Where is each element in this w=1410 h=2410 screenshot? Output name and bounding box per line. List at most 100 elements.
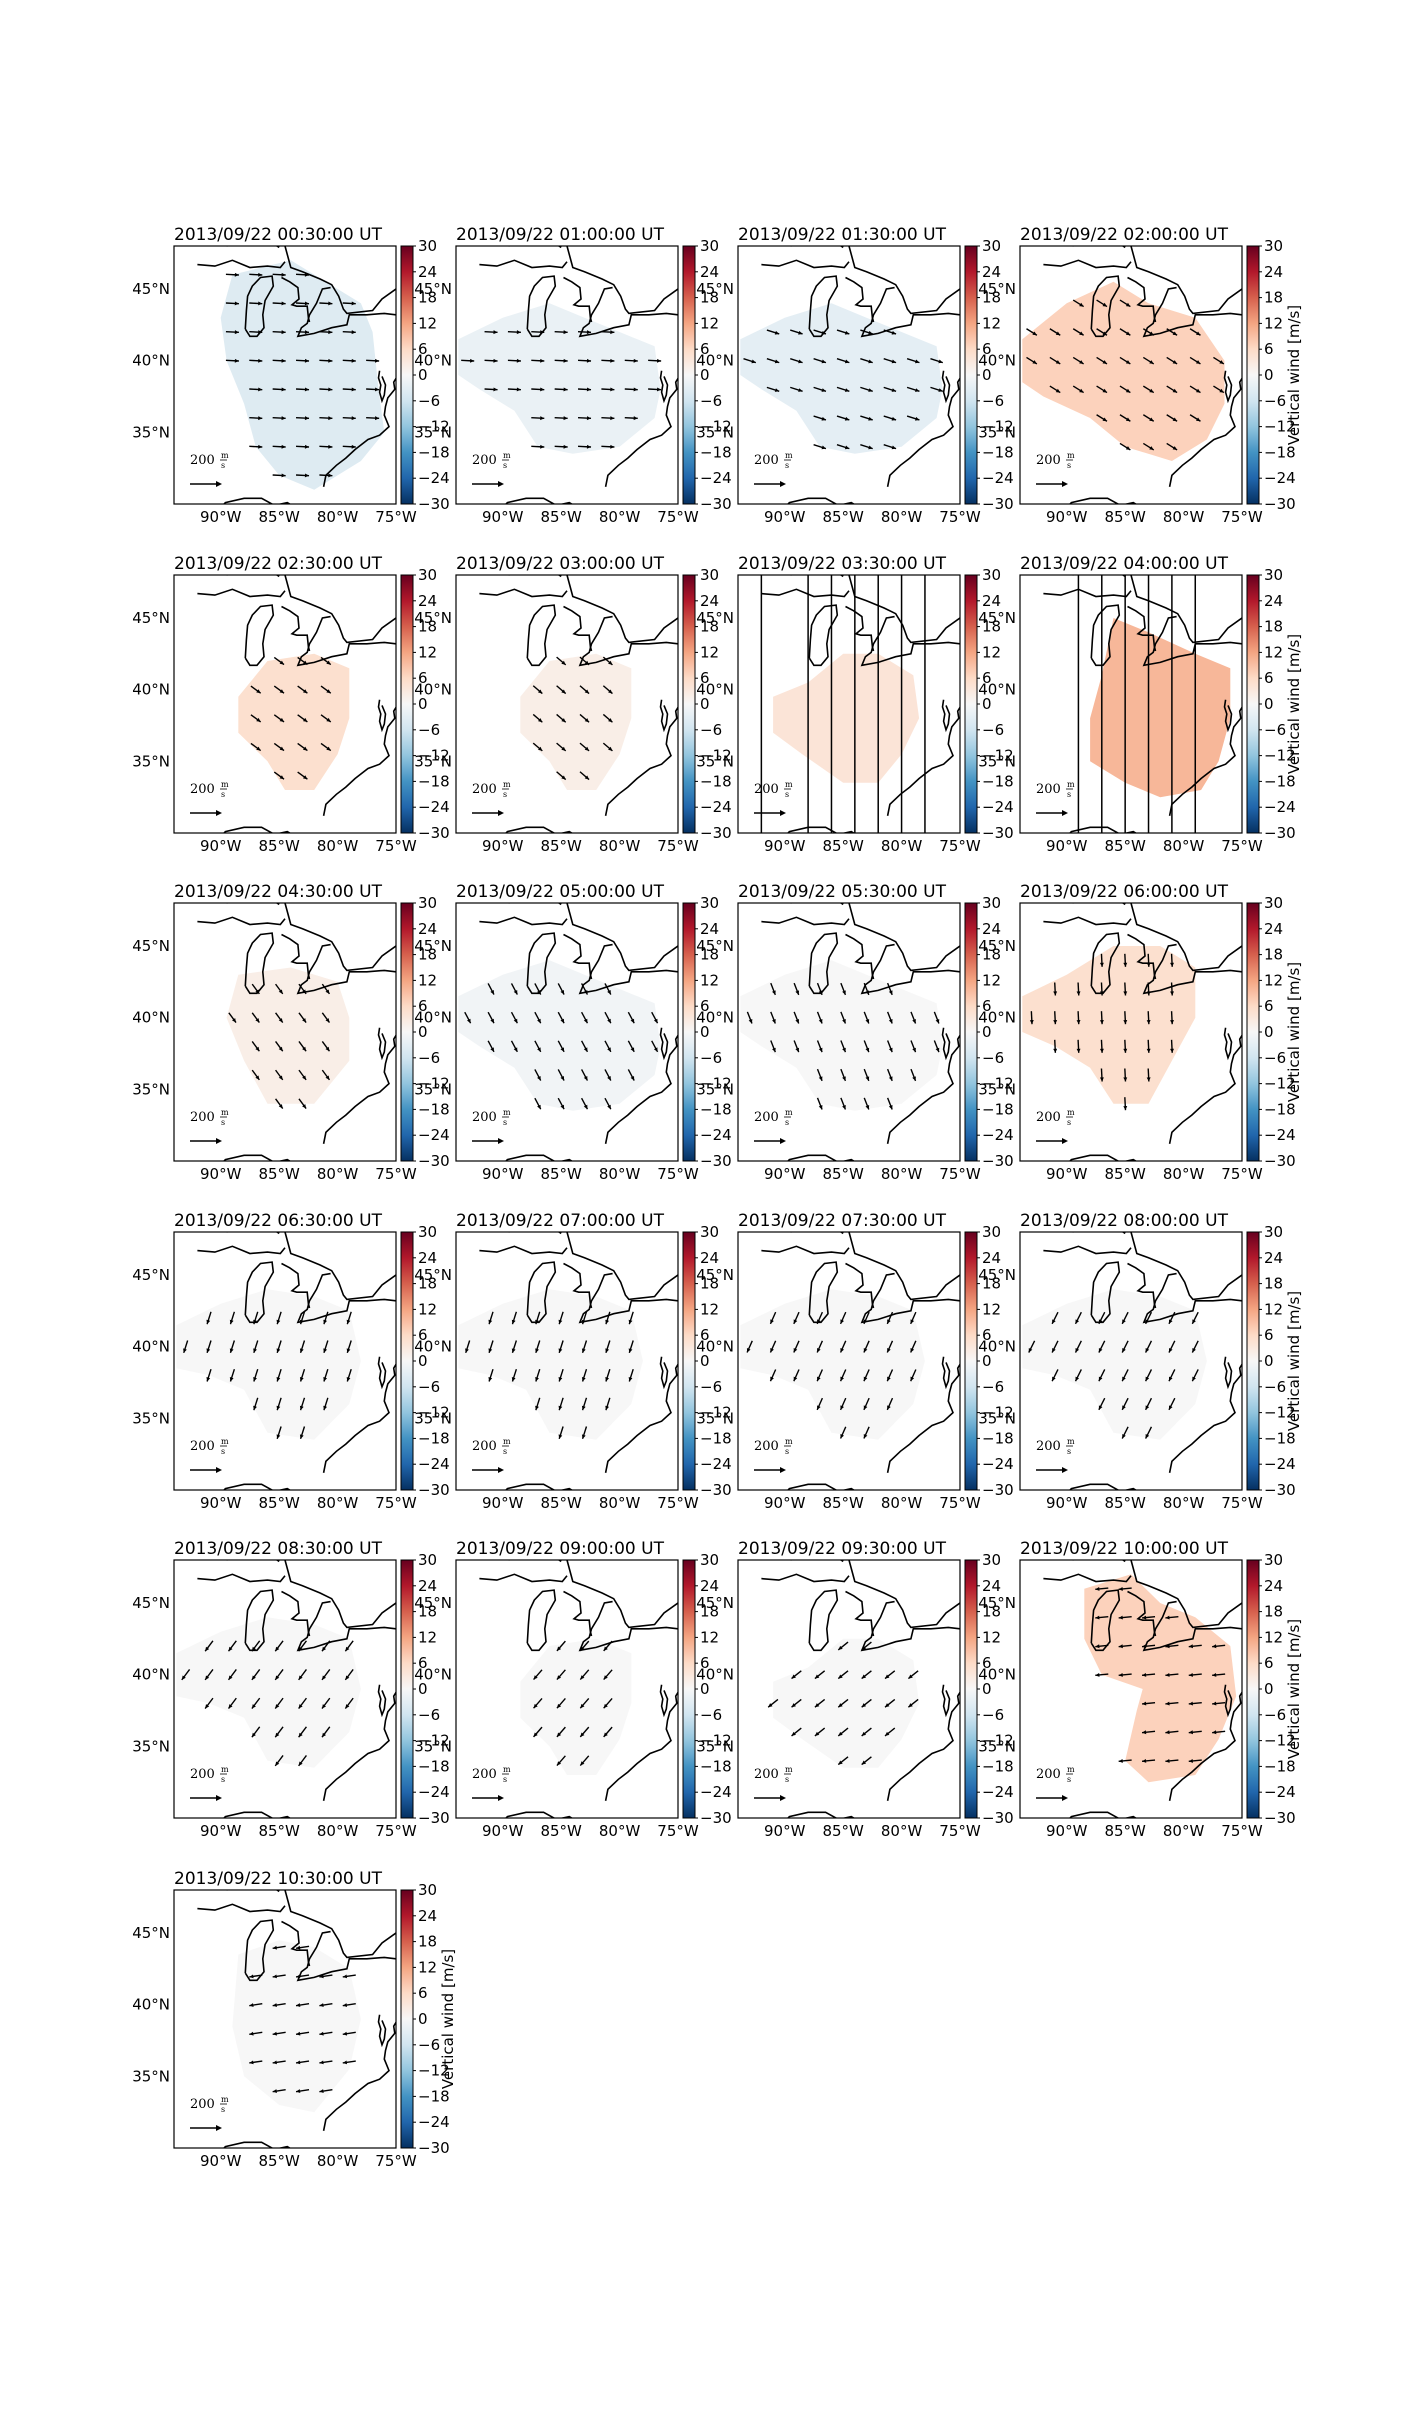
wind-vector bbox=[1118, 1586, 1132, 1591]
wind-vector bbox=[298, 1012, 307, 1023]
coastline bbox=[1130, 903, 1242, 972]
wind-vector bbox=[579, 713, 590, 723]
wind-vector bbox=[272, 1945, 286, 1950]
lon-tick-label: 90°W bbox=[482, 1165, 524, 1183]
colorbar-tick-label: 30 bbox=[1264, 237, 1283, 255]
colorbar-tick-label: −18 bbox=[1264, 1757, 1296, 1775]
lat-tick-label: 40°N bbox=[414, 352, 452, 370]
colorbar-label: Vertical wind [m/s] bbox=[1285, 1619, 1303, 1759]
scale-unit-den: s bbox=[1067, 1775, 1071, 1784]
coastline bbox=[1090, 275, 1121, 338]
wind-vector bbox=[1142, 356, 1155, 365]
wind-vector bbox=[274, 1669, 284, 1681]
lon-tick-label: 80°W bbox=[317, 1822, 359, 1840]
colorbar-tick-label: 6 bbox=[1264, 1326, 1274, 1344]
coastline bbox=[1043, 916, 1132, 926]
lon-tick-label: 75°W bbox=[657, 1165, 699, 1183]
wind-vector bbox=[342, 387, 356, 392]
wind-vector bbox=[249, 416, 263, 421]
wind-vector bbox=[510, 983, 518, 995]
vertical-wind-field bbox=[176, 1289, 361, 1440]
wind-vector bbox=[225, 358, 239, 363]
coastline bbox=[244, 604, 275, 667]
wind-vector bbox=[295, 272, 310, 277]
coastline bbox=[322, 705, 396, 816]
coastline bbox=[563, 933, 593, 980]
scale-unit-den: s bbox=[221, 1775, 225, 1784]
colorbar-tick-label: −30 bbox=[982, 824, 1014, 842]
lon-tick-label: 75°W bbox=[375, 1494, 417, 1512]
scale-unit-num: m bbox=[785, 1765, 793, 1774]
coastline bbox=[941, 1684, 951, 1718]
coastline bbox=[1043, 1245, 1132, 1255]
wind-vector bbox=[531, 444, 545, 449]
coastline bbox=[761, 259, 850, 269]
coastline bbox=[479, 1245, 568, 1255]
colorbar-tick-label: 24 bbox=[700, 263, 719, 281]
wind-vector bbox=[816, 982, 823, 996]
wind-vector bbox=[906, 386, 920, 392]
lon-tick-label: 75°W bbox=[1221, 1494, 1263, 1512]
wind-vector bbox=[603, 1697, 613, 1709]
coastline bbox=[377, 1027, 387, 1061]
vertical-wind-field bbox=[232, 1940, 361, 2113]
colorbar-tick-label: 18 bbox=[982, 946, 1001, 964]
colorbar-tick-label: 12 bbox=[418, 1958, 437, 1976]
wind-vector bbox=[253, 1368, 259, 1382]
lon-tick-label: 85°W bbox=[540, 837, 582, 855]
wind-vector bbox=[1212, 1730, 1226, 1735]
colorbar-tick-label: −6 bbox=[982, 392, 1004, 410]
wind-vector bbox=[1072, 356, 1084, 365]
lat-tick-label: 45°N bbox=[132, 609, 170, 627]
scale-label: 200 bbox=[1036, 1767, 1061, 1782]
axes-frame bbox=[455, 1231, 679, 1491]
wind-vector bbox=[1049, 328, 1061, 336]
wind-vector bbox=[319, 301, 333, 306]
colorbar bbox=[400, 245, 414, 505]
lat-tick-label: 40°N bbox=[696, 352, 734, 370]
lat-tick-label: 45°N bbox=[978, 1594, 1016, 1612]
wind-vector bbox=[1146, 1011, 1151, 1025]
lat-tick-label: 45°N bbox=[696, 280, 734, 298]
wind-vector bbox=[227, 1697, 237, 1709]
wind-vector bbox=[816, 1011, 823, 1024]
lon-tick-label: 75°W bbox=[939, 837, 981, 855]
coastline bbox=[296, 943, 396, 995]
wind-vector bbox=[272, 473, 286, 478]
wind-vector bbox=[464, 1011, 472, 1024]
wind-vector bbox=[461, 358, 475, 363]
wind-vector bbox=[323, 1311, 329, 1325]
coastline bbox=[1142, 943, 1242, 995]
panel: 2013/09/22 06:00:00 UT 45°N 40°N 35°N 90°W 85… bbox=[978, 882, 1303, 1183]
wind-vector bbox=[488, 1340, 494, 1354]
wind-vector bbox=[274, 1640, 284, 1652]
panel: 2013/09/22 01:00:00 UT 45°N 40°N 35°N 90°W 85… bbox=[414, 225, 731, 526]
wind-vector bbox=[249, 2002, 263, 2007]
wind-vector bbox=[1051, 1311, 1059, 1325]
wind-vector bbox=[605, 1397, 611, 1411]
lon-tick-label: 90°W bbox=[764, 837, 806, 855]
lat-tick-label: 40°N bbox=[696, 1338, 734, 1356]
wind-vector bbox=[930, 386, 944, 392]
coastline bbox=[197, 259, 286, 269]
vertical-wind-field bbox=[1022, 946, 1196, 1104]
colorbar-tick-label: 0 bbox=[982, 1023, 992, 1041]
wind-vector bbox=[1191, 1311, 1199, 1325]
wind-vector bbox=[1166, 356, 1178, 365]
vertical-wind-field bbox=[220, 260, 385, 490]
lat-tick-label: 40°N bbox=[978, 1009, 1016, 1027]
colorbar-tick-label: 18 bbox=[418, 1933, 437, 1951]
wind-vector bbox=[790, 386, 803, 392]
colorbar-tick-label: 6 bbox=[982, 997, 992, 1015]
panel: 2013/09/22 10:00:00 UT 45°N 40°N 35°N 90°W 85… bbox=[978, 1539, 1303, 1840]
colorbar-tick-label: −12 bbox=[982, 418, 1014, 436]
wind-vector bbox=[1142, 442, 1155, 451]
wind-vector bbox=[1165, 1615, 1179, 1620]
axes-frame bbox=[173, 245, 397, 505]
lon-tick-label: 80°W bbox=[1163, 837, 1205, 855]
wind-vector bbox=[577, 358, 592, 363]
wind-vector bbox=[510, 1011, 518, 1024]
colorbar-tick-label: 0 bbox=[1264, 1023, 1274, 1041]
axes-frame bbox=[455, 574, 679, 834]
colorbar-tick-label: 0 bbox=[700, 366, 710, 384]
